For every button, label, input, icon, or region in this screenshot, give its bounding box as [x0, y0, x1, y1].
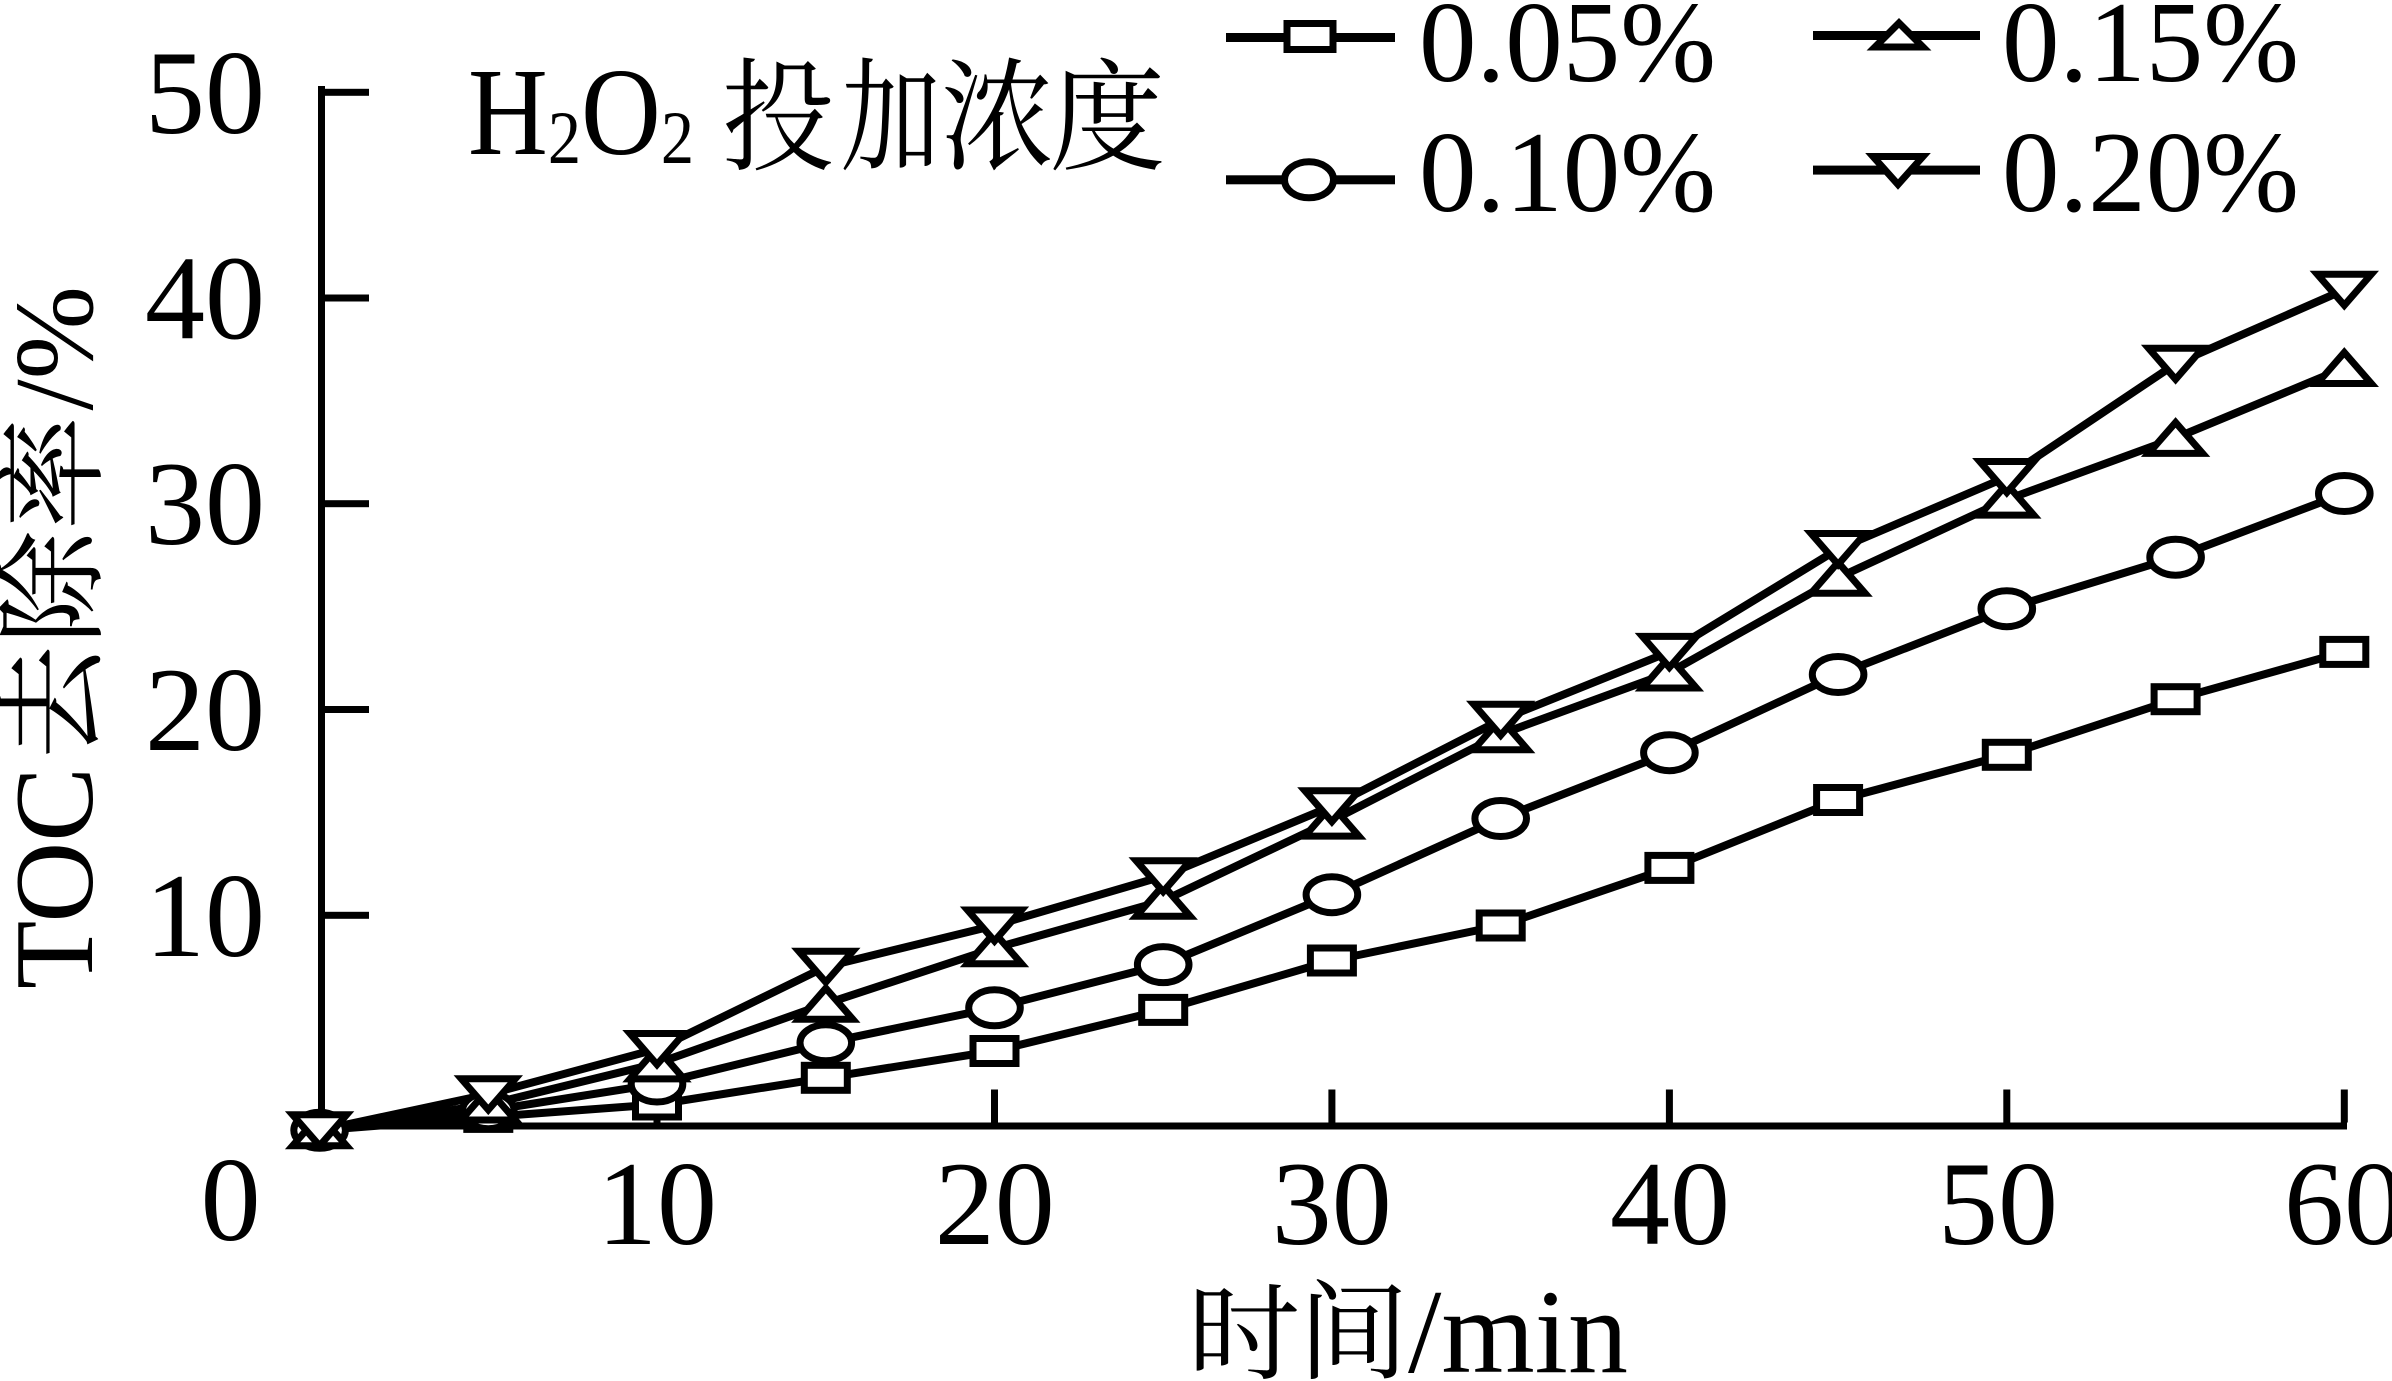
svg-text:0.15%: 0.15%: [2002, 0, 2299, 106]
svg-text:40: 40: [145, 232, 265, 365]
svg-text:20: 20: [145, 643, 265, 776]
svg-text:10: 10: [597, 1137, 717, 1270]
svg-text:50: 50: [145, 26, 265, 159]
svg-text:H2O2: H2O2: [468, 44, 694, 182]
svg-text:30: 30: [145, 437, 265, 570]
svg-text:/%: /%: [0, 286, 117, 410]
svg-text:50: 50: [1938, 1137, 2058, 1270]
svg-text:0.20%: 0.20%: [2002, 109, 2299, 236]
svg-text:60: 60: [2284, 1137, 2392, 1270]
svg-text:/min: /min: [1408, 1265, 1628, 1381]
svg-text:0: 0: [201, 1133, 261, 1266]
svg-text:40: 40: [1610, 1137, 1730, 1270]
svg-text:0.10%: 0.10%: [1419, 109, 1716, 236]
svg-text:30: 30: [1272, 1137, 1392, 1270]
svg-text:10: 10: [145, 849, 265, 982]
svg-text:0.05%: 0.05%: [1419, 0, 1716, 106]
svg-text:TOC: TOC: [0, 767, 117, 989]
svg-text:20: 20: [935, 1137, 1055, 1270]
